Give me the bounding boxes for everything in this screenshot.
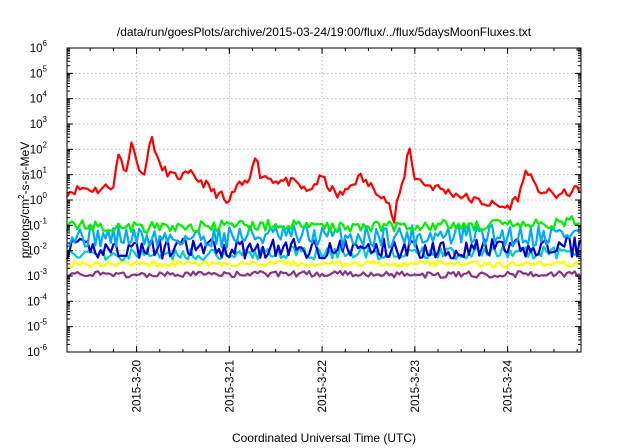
x-tick-label: 2015-3-24: [503, 359, 515, 412]
series-line-1: [65, 215, 581, 235]
y-tick-label: 10-3: [27, 267, 47, 283]
series-line-3: [65, 235, 581, 260]
y-tick-label: 100: [30, 191, 48, 207]
y-tick-labels: 10-6 10-5 10-4 10-3 10-2 10-1 100 101 102 103 104 1…: [27, 39, 47, 359]
y-tick-label: 10-5: [27, 318, 47, 334]
series-line-2: [66, 224, 581, 249]
x-tick-label: 2015-3-21: [224, 360, 236, 412]
series-line-5: [66, 259, 581, 269]
x-axis-label: Coordinated Universal Time (UTC): [232, 431, 416, 445]
y-tick-label: 10-1: [27, 216, 47, 232]
series-line-0: [66, 135, 581, 224]
y-tick-label: 10-6: [27, 343, 47, 359]
y-tick-label: 105: [30, 64, 48, 80]
y-tick-label: 106: [30, 39, 48, 55]
x-tick-label: 2015-3-20: [132, 360, 144, 412]
x-tick-labels: 2015-3-20 2015-3-21 2015-3-22 2015-3-23 2015…: [132, 359, 515, 412]
axis-ticks: [66, 47, 581, 353]
y-tick-label: 103: [30, 115, 48, 131]
grid-lines: [67, 48, 581, 352]
y-tick-label: 10-2: [27, 242, 47, 258]
series-lines: [65, 135, 581, 279]
chart-title: /data/run/goesPlots/archive/2015-03-24/1…: [117, 25, 532, 39]
y-axis-label: protons/cm2-s-sr-MeV: [17, 142, 32, 258]
y-tick-label: 10-4: [27, 292, 47, 308]
series-line-6: [66, 270, 581, 279]
x-tick-label: 2015-3-23: [410, 360, 422, 412]
y-tick-label: 101: [30, 166, 48, 182]
x-tick-label: 2015-3-22: [317, 360, 329, 412]
y-tick-label: 102: [30, 140, 48, 156]
y-tick-label: 104: [30, 90, 48, 106]
